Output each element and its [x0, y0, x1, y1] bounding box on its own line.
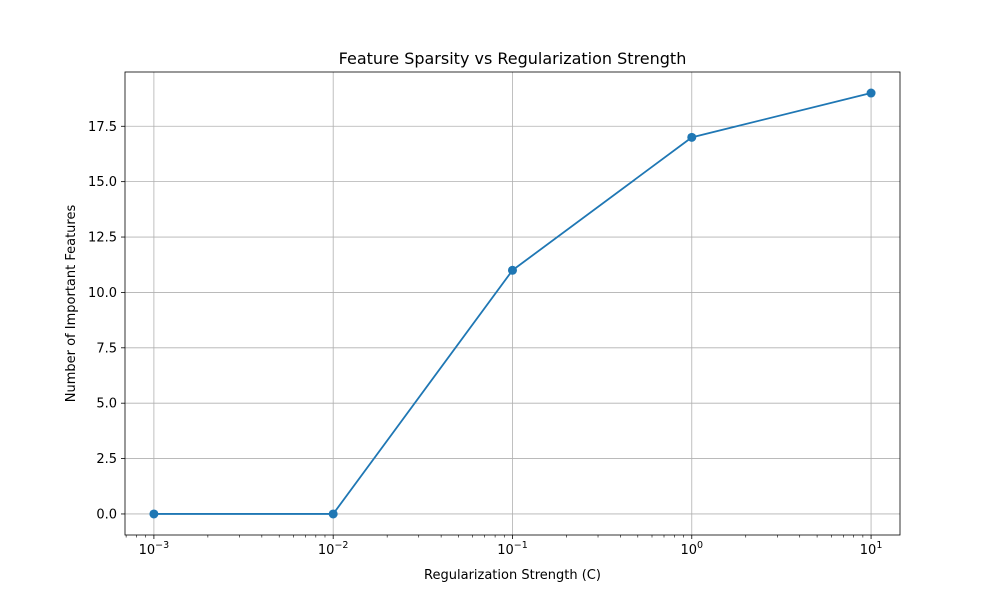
x-axis-label: Regularization Strength (C): [424, 568, 601, 583]
y-tick-label: 10.0: [88, 286, 117, 301]
y-tick-label: 0.0: [96, 507, 117, 522]
x-tick-label: 100: [680, 540, 703, 558]
data-point: [507, 265, 517, 275]
y-tick-label: 5.0: [96, 397, 117, 412]
data-point: [866, 88, 876, 98]
data-point: [687, 132, 697, 142]
y-axis-label: Number of Important Features: [64, 205, 79, 403]
x-tick-label: 10−3: [139, 540, 170, 558]
y-tick-label: 17.5: [88, 120, 117, 135]
x-tick-label: 10−1: [497, 540, 528, 558]
chart-title: Feature Sparsity vs Regularization Stren…: [339, 49, 687, 68]
y-tick-label: 2.5: [96, 452, 117, 467]
y-tick-label: 7.5: [96, 341, 117, 356]
data-point: [328, 509, 338, 519]
y-tick-label: 15.0: [88, 175, 117, 190]
y-tick-label: 12.5: [88, 231, 117, 246]
tick-labels: 10−3 10−2 10−1 100 101 0.0 2.5 5.0 7.5 10.0 12.5 15…: [88, 120, 882, 558]
x-tick-label: 10−2: [318, 540, 349, 558]
x-tick-label: 101: [860, 540, 883, 558]
data-point: [149, 509, 159, 519]
ticks: [121, 125, 872, 539]
series-layer: [149, 88, 876, 519]
